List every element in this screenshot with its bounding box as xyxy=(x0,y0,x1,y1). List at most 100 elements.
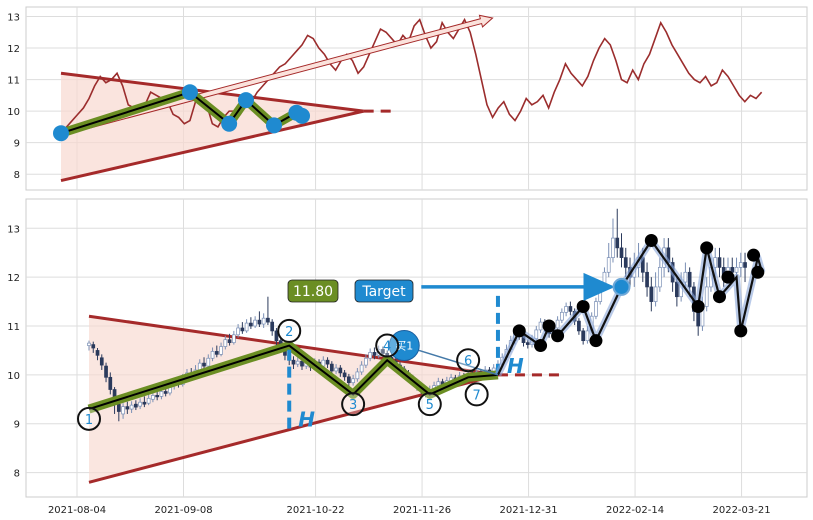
candle-body xyxy=(134,403,138,408)
pattern-point xyxy=(77,406,101,431)
candle-body xyxy=(602,271,607,288)
candle-body xyxy=(657,267,662,288)
pattern-point xyxy=(417,392,442,417)
measure-label: H xyxy=(507,354,524,378)
candle-body xyxy=(202,362,206,367)
target-badge-text: Target xyxy=(361,284,406,300)
breakout-point xyxy=(712,290,726,304)
measure-label: H xyxy=(298,408,315,432)
candle-body xyxy=(95,350,100,356)
breakout-point xyxy=(534,339,548,353)
top-y-tick-label: 8 xyxy=(14,170,20,181)
top-y-tick-label: 13 xyxy=(7,12,20,23)
candle-body xyxy=(615,237,620,249)
candle-body xyxy=(738,262,743,268)
pattern-point xyxy=(464,382,489,407)
candle-body xyxy=(274,330,279,342)
candle-body xyxy=(240,327,245,332)
candle-body xyxy=(611,237,615,258)
candle-body xyxy=(87,342,91,346)
candle-body xyxy=(338,367,343,374)
candle-body xyxy=(295,360,300,365)
candle-body xyxy=(585,330,590,342)
candle-body xyxy=(163,391,168,394)
candle-body xyxy=(151,395,155,400)
candle-body xyxy=(257,319,262,325)
candle-body xyxy=(219,346,223,355)
top-pattern-point xyxy=(221,115,238,132)
x-tick-label: 2021-11-26 xyxy=(393,505,451,516)
top-pattern-point xyxy=(237,92,254,109)
x-tick-label: 2021-09-08 xyxy=(154,505,212,516)
candle-body xyxy=(534,329,539,340)
breakout-point xyxy=(644,234,658,248)
pattern-point xyxy=(456,348,481,373)
x-tick-label: 2022-02-14 xyxy=(606,505,664,516)
top-y-tick-label: 10 xyxy=(7,107,20,118)
bottom-y-tick-label: 8 xyxy=(14,469,20,480)
candle-body xyxy=(568,306,573,312)
pattern-point xyxy=(341,392,366,417)
price-badge-text: 11.80 xyxy=(293,284,333,300)
top-pattern-point xyxy=(294,107,311,124)
candle-body xyxy=(99,357,104,366)
candle-body xyxy=(560,311,564,321)
candle-body xyxy=(581,330,586,342)
candle-body xyxy=(244,322,249,332)
candle-body xyxy=(436,381,441,386)
candle-body xyxy=(325,359,330,365)
pattern-point-label: 7 xyxy=(473,388,481,403)
pattern-point-label: 2 xyxy=(285,325,293,340)
candle-body xyxy=(347,376,351,384)
candle-body xyxy=(159,391,164,397)
bottom-y-tick-label: 12 xyxy=(7,273,20,284)
candle-body xyxy=(249,322,253,327)
bottom-y-tick-label: 11 xyxy=(7,322,20,333)
candle-body xyxy=(525,342,530,345)
breakout-point xyxy=(512,324,526,338)
candle-body xyxy=(108,376,113,390)
breakout-point xyxy=(721,270,735,284)
top-pattern-point xyxy=(53,125,69,142)
candle-body xyxy=(227,339,232,343)
x-tick-label: 2021-12-31 xyxy=(499,505,557,516)
candle-body xyxy=(291,359,296,365)
candle-body xyxy=(223,339,228,347)
breakout-line xyxy=(496,238,764,376)
candle-body xyxy=(116,403,121,412)
x-tick-label: 2021-10-22 xyxy=(286,505,344,516)
pattern-point-label: 3 xyxy=(349,398,357,413)
candle-body xyxy=(555,319,560,329)
candle-body xyxy=(146,397,151,404)
candle-body xyxy=(598,286,603,302)
pattern-point xyxy=(277,318,302,343)
price-line xyxy=(60,17,763,134)
candle-body xyxy=(653,286,658,302)
candle-body xyxy=(372,352,377,356)
candle-body xyxy=(564,306,568,313)
candle-body xyxy=(261,317,266,325)
candle-body xyxy=(381,349,385,354)
candle-body xyxy=(236,327,240,336)
candle-body xyxy=(683,271,688,283)
x-tick-label: 2022-03-21 xyxy=(712,505,770,516)
target-point xyxy=(612,277,631,296)
top-y-tick-label: 9 xyxy=(14,139,20,150)
candle-body xyxy=(743,262,747,268)
candle-body xyxy=(214,351,219,355)
candle-body xyxy=(645,271,649,288)
candle-body xyxy=(717,257,722,268)
candle-body xyxy=(577,320,581,332)
candle-body xyxy=(155,395,160,398)
buy-marker-text: 买1 xyxy=(395,340,413,353)
pattern-point-label: 4 xyxy=(383,340,391,355)
pattern-point xyxy=(375,333,400,358)
price-badge-box xyxy=(287,279,339,303)
candle-body xyxy=(121,406,125,415)
top-triangle-fill xyxy=(61,73,364,181)
top-triangle-lower xyxy=(60,109,365,182)
bottom-y-tick-label: 10 xyxy=(7,371,20,382)
breakout-point xyxy=(734,324,748,338)
